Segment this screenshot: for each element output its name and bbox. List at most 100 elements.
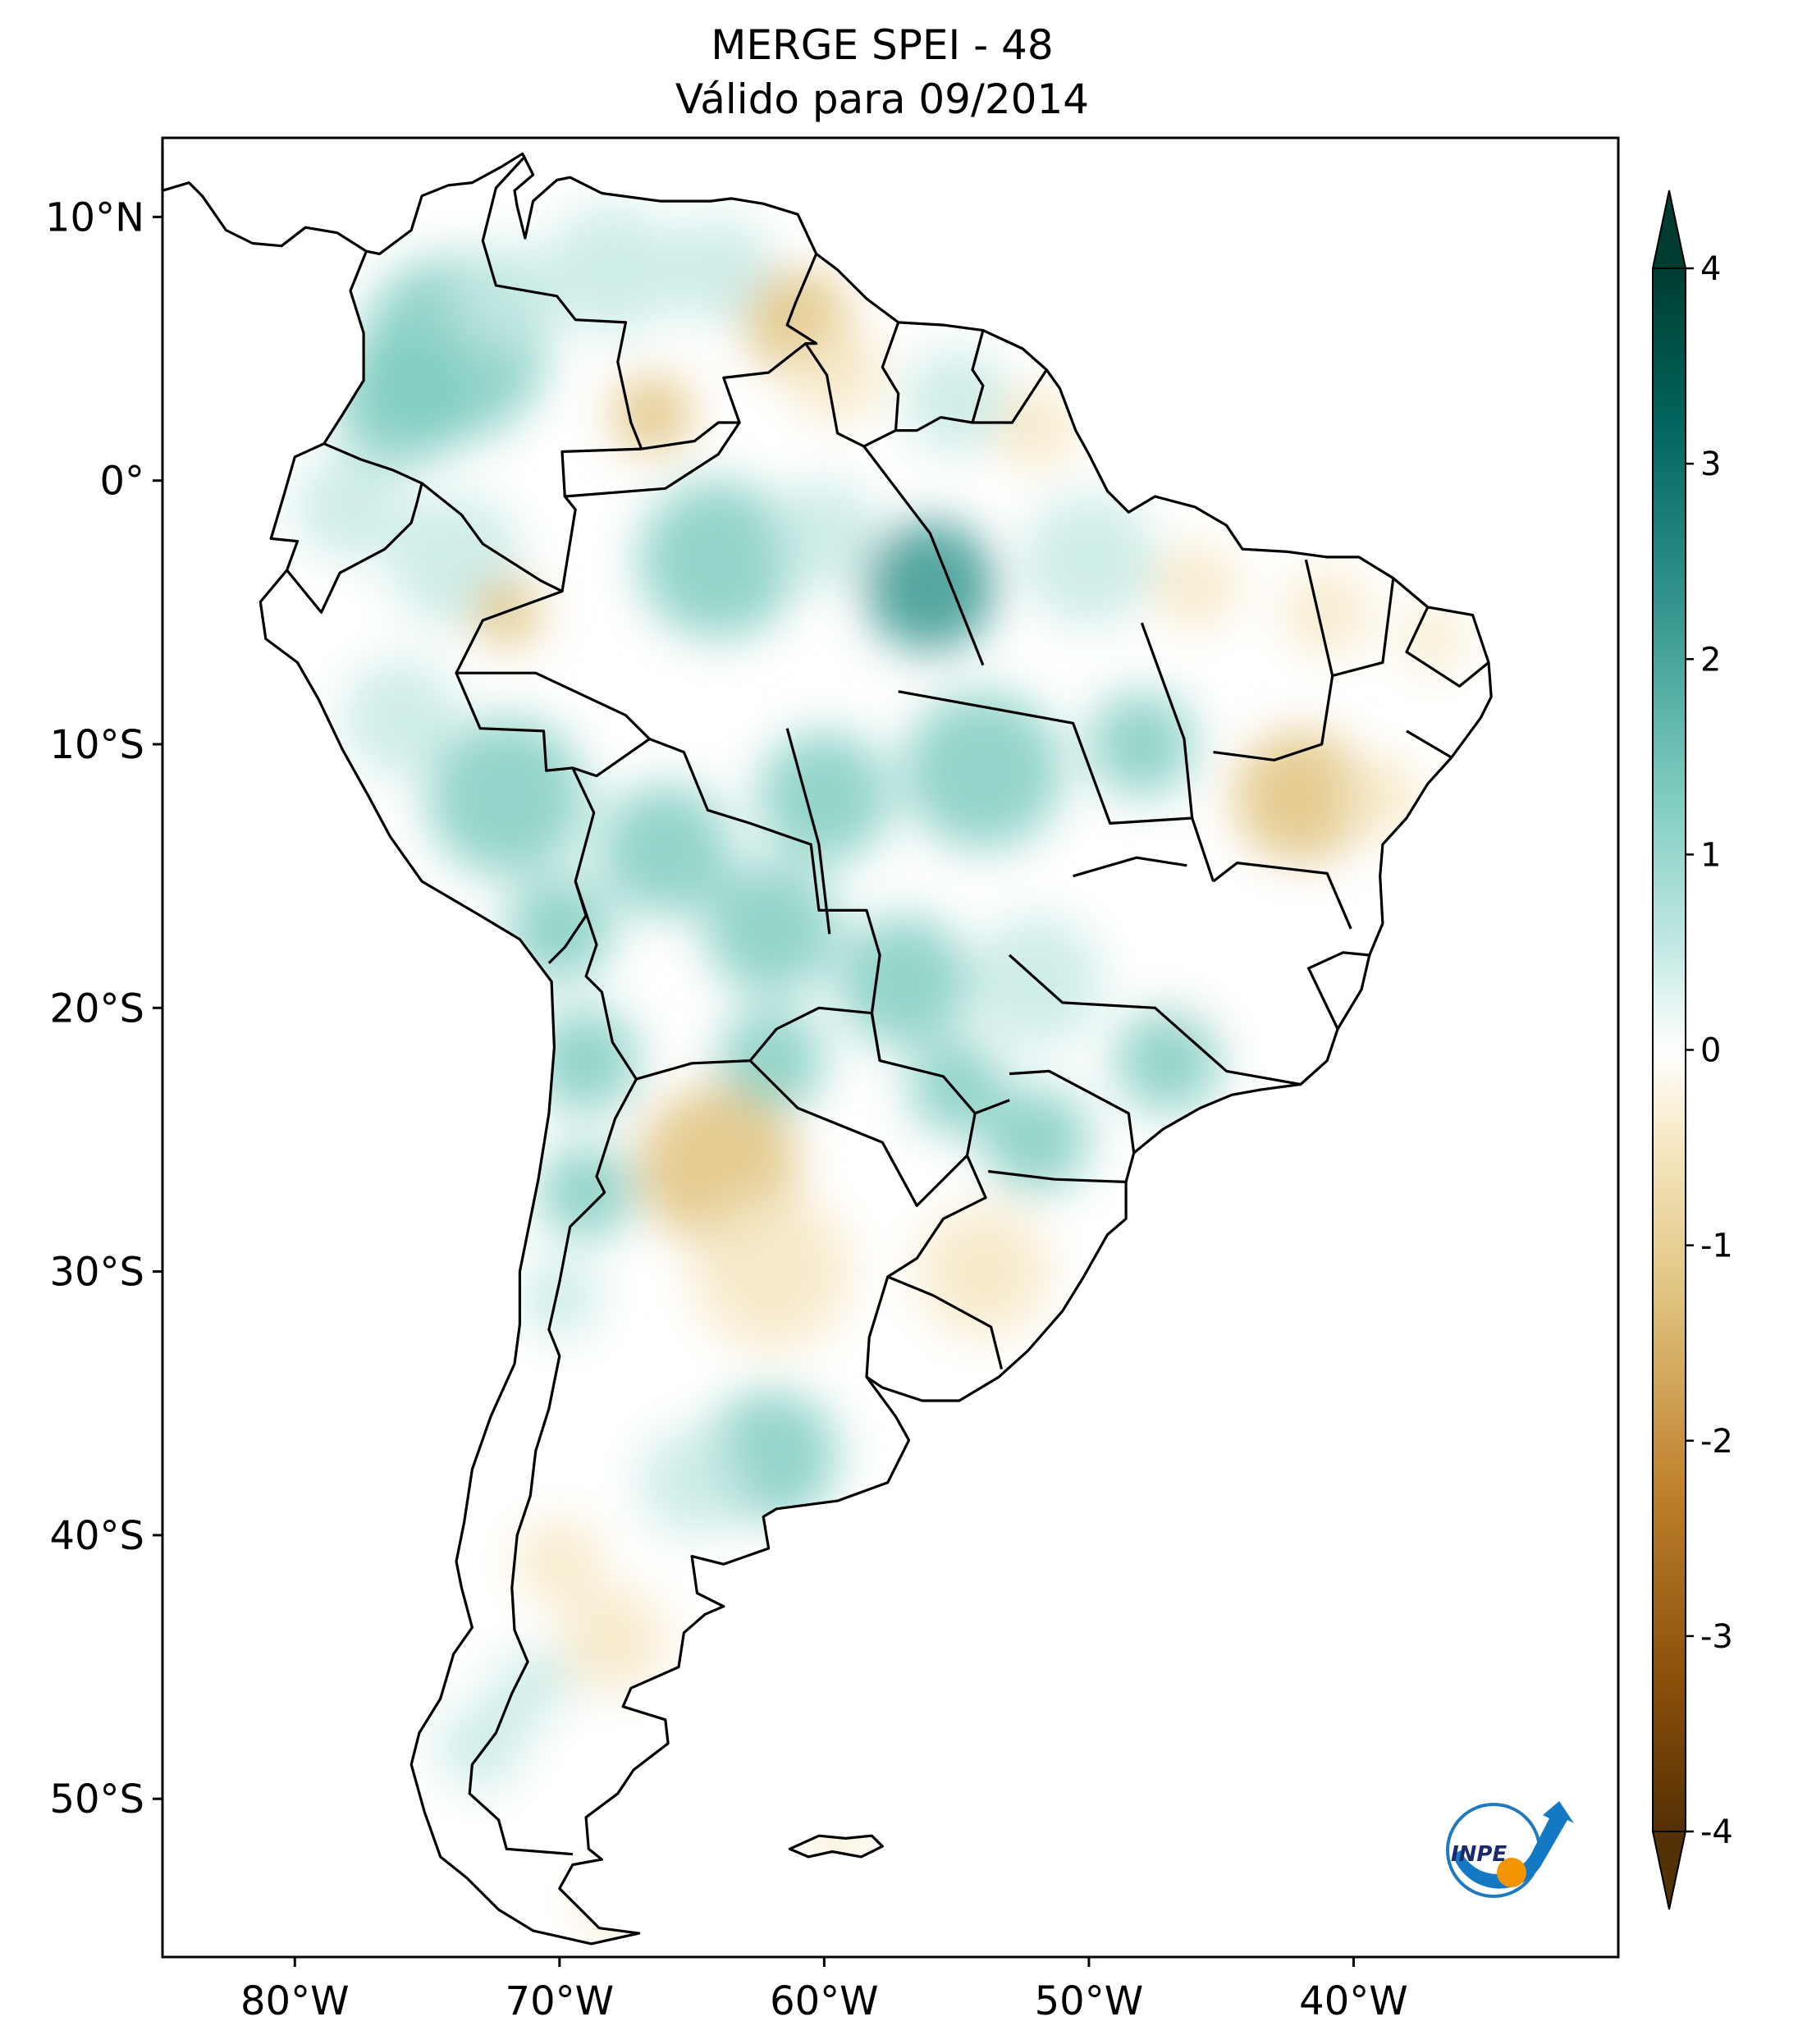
spei-region bbox=[904, 349, 1010, 455]
border-line bbox=[862, 445, 985, 666]
spei-region bbox=[599, 784, 732, 916]
spei-region bbox=[969, 915, 1102, 1048]
colorbar-tick-label: 1 bbox=[1700, 836, 1721, 874]
lon-tick-label: 60°W bbox=[770, 1978, 879, 2024]
map-title-line2: Válido para 09/2014 bbox=[675, 75, 1089, 123]
inpe-logo-text: INPE bbox=[1451, 1842, 1507, 1867]
colorbar-tick-label: 4 bbox=[1700, 250, 1721, 288]
spei-region bbox=[757, 731, 890, 863]
lon-tick-label: 70°W bbox=[506, 1978, 615, 2024]
spei-region bbox=[789, 327, 885, 423]
lat-tick-label: 40°S bbox=[49, 1513, 144, 1559]
colorbar-extend-bottom bbox=[1651, 1831, 1687, 1910]
spei-region bbox=[1340, 757, 1421, 837]
spei-region bbox=[1088, 691, 1195, 798]
spei-region bbox=[1115, 1008, 1222, 1113]
border-line bbox=[1140, 622, 1194, 819]
border-line bbox=[1212, 862, 1352, 930]
colorbar: 4 3 2 1 0 -1 -2 -3 -4 bbox=[1651, 190, 1733, 1910]
lat-tick-label: 10°S bbox=[49, 722, 144, 768]
spei-region bbox=[533, 1693, 639, 1799]
spei-region bbox=[533, 1008, 639, 1113]
colorbar-tick-label: 0 bbox=[1700, 1032, 1721, 1070]
border-line bbox=[1073, 856, 1187, 878]
border-line bbox=[1307, 951, 1370, 1030]
border-line bbox=[456, 671, 651, 740]
colorbar-tick-label: -3 bbox=[1700, 1618, 1733, 1656]
spei-region bbox=[1234, 731, 1367, 863]
spei-region bbox=[519, 1258, 600, 1338]
spei-region bbox=[904, 691, 1063, 850]
border-line bbox=[988, 1169, 1127, 1183]
lon-tick-label: 50°W bbox=[1035, 1978, 1144, 2024]
spei-region bbox=[837, 915, 970, 1048]
colorbar-tick-label: 3 bbox=[1700, 446, 1721, 483]
spei-region bbox=[538, 1145, 634, 1240]
spei-region bbox=[1284, 569, 1370, 655]
spei-region bbox=[517, 1519, 602, 1604]
lat-tick-label: 30°S bbox=[49, 1250, 144, 1296]
border-line bbox=[804, 342, 1048, 448]
border-line bbox=[886, 1155, 1004, 1370]
spei-region bbox=[863, 519, 996, 652]
border-line bbox=[870, 1013, 881, 1061]
spei-region bbox=[559, 1588, 666, 1694]
spei-region bbox=[334, 336, 467, 468]
spei-region bbox=[665, 217, 771, 323]
border-line bbox=[1009, 953, 1302, 1086]
coastline bbox=[161, 148, 1493, 1946]
spei-region bbox=[342, 660, 460, 776]
border-line bbox=[1009, 1069, 1136, 1154]
spei-region bbox=[1155, 889, 1288, 1022]
border-line bbox=[971, 330, 985, 423]
spei-region bbox=[453, 243, 560, 350]
inpe-logo: INPE bbox=[1446, 1801, 1574, 1898]
border-line bbox=[323, 442, 563, 593]
border-line bbox=[865, 1276, 890, 1378]
spei-region bbox=[437, 1703, 523, 1789]
border-line bbox=[785, 728, 831, 935]
lat-tick-label: 10°N bbox=[45, 194, 144, 240]
spei-region bbox=[1152, 543, 1238, 629]
spei-region bbox=[917, 1205, 1050, 1338]
lat-tick-label: 20°S bbox=[49, 985, 144, 1031]
lon-tick-label: 40°W bbox=[1299, 1978, 1408, 2024]
lat-tick-label: 0° bbox=[99, 459, 144, 505]
border-line bbox=[1405, 606, 1490, 688]
lon-tick-label: 80°W bbox=[240, 1978, 350, 2024]
latitude-axis: 10°N 0° 10°S 20°S 30°S 40°S 50°S bbox=[45, 194, 162, 1822]
spei-region bbox=[771, 480, 877, 587]
border-line bbox=[881, 322, 900, 431]
colorbar-bar bbox=[1652, 268, 1686, 1832]
border-line bbox=[565, 422, 741, 498]
border-line bbox=[572, 738, 881, 1081]
spei-region bbox=[295, 454, 401, 560]
border-line bbox=[286, 482, 423, 614]
spei-region bbox=[705, 862, 838, 995]
country-borders bbox=[286, 155, 1490, 1856]
border-line bbox=[641, 253, 818, 450]
border-line bbox=[1332, 578, 1395, 678]
spei-region bbox=[1023, 493, 1155, 626]
border-line bbox=[1406, 729, 1453, 759]
spei-region bbox=[993, 386, 1078, 470]
lat-tick-label: 50°S bbox=[49, 1776, 144, 1822]
colorbar-tick-label: -1 bbox=[1700, 1228, 1733, 1265]
border-line bbox=[481, 155, 643, 450]
colorbar-tick-label: 2 bbox=[1700, 641, 1721, 679]
border-line bbox=[1213, 559, 1334, 761]
border-line bbox=[468, 880, 638, 1856]
spei-region bbox=[1401, 606, 1465, 671]
map-title-line1: MERGE SPEI - 48 bbox=[711, 21, 1053, 69]
spei-region bbox=[612, 375, 693, 455]
border-line bbox=[898, 690, 1215, 882]
border-line bbox=[974, 1099, 1010, 1115]
colorbar-tick-label: -4 bbox=[1700, 1813, 1733, 1851]
spei-region bbox=[546, 203, 679, 336]
colorbar-extend-top bbox=[1651, 190, 1687, 269]
spei-region bbox=[692, 1192, 851, 1351]
spei-region bbox=[982, 1086, 1089, 1193]
spei-region bbox=[908, 1039, 1004, 1135]
spei-region bbox=[638, 1429, 745, 1535]
